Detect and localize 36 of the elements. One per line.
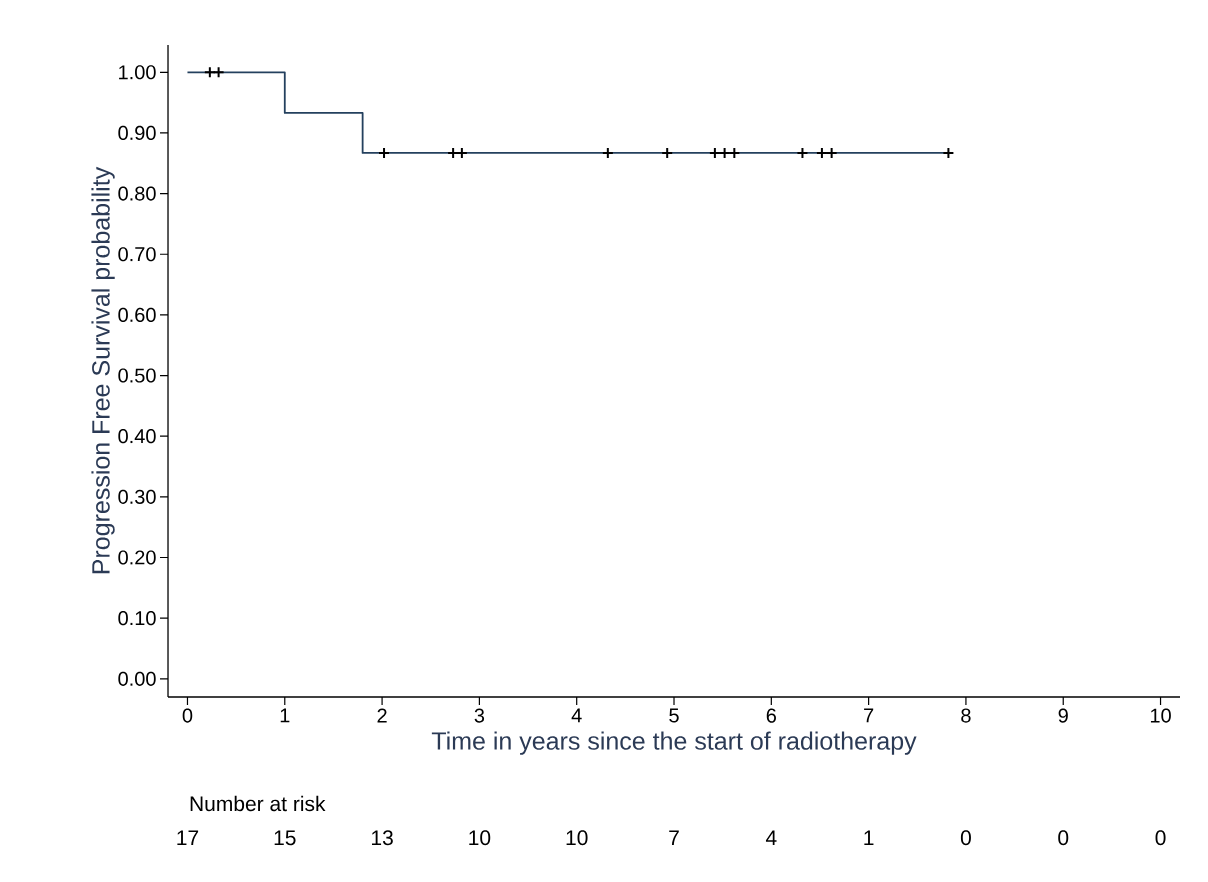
text: 7 — [669, 830, 679, 845]
x-tick-label: 1 — [280, 708, 290, 723]
text: 10 — [566, 830, 588, 846]
x-tick-label: 9 — [1058, 708, 1068, 723]
x-tick-label: 4 — [571, 708, 582, 723]
text: 15 — [274, 830, 296, 846]
y-tick-label: 0.00 — [118, 671, 156, 686]
y-tick-label: 0.30 — [118, 489, 156, 504]
x-tick-label: 10 — [1150, 708, 1171, 723]
y-tick-label: 0.80 — [118, 186, 156, 201]
x-tick-label: 7 — [864, 708, 874, 723]
x-tick-label: 0 — [182, 708, 193, 723]
y-tick-label: 0.90 — [118, 125, 156, 141]
y-tick-label: 0.50 — [118, 368, 156, 383]
text: 4 — [765, 830, 777, 845]
x-tick-label: 5 — [669, 708, 679, 723]
text: 1 — [864, 830, 874, 845]
text: 0 — [1155, 830, 1166, 846]
x-tick-label: 6 — [766, 708, 776, 723]
x-axis-title: Time in years since the start of radiotherapy — [431, 731, 917, 755]
x-tick-label: 3 — [474, 708, 485, 723]
x-tick-label: 2 — [377, 708, 387, 723]
y-tick-label: 0.70 — [118, 247, 156, 262]
text: 13 — [372, 830, 393, 846]
y-tick-label: 0.40 — [118, 429, 156, 444]
x-tick-label: 8 — [961, 708, 971, 723]
y-axis-title: Progression Free Survival probability — [91, 166, 115, 574]
y-tick-label: 0.10 — [118, 611, 156, 626]
y-tick-label: 0.60 — [118, 307, 156, 322]
text: 0 — [960, 830, 971, 846]
y-tick-label: 1.00 — [119, 65, 156, 80]
text: 10 — [469, 830, 491, 846]
text: Number at risk — [190, 795, 326, 812]
y-tick-label: 0.20 — [118, 550, 156, 565]
text: 17 — [177, 830, 199, 845]
text: 0 — [1058, 830, 1069, 846]
